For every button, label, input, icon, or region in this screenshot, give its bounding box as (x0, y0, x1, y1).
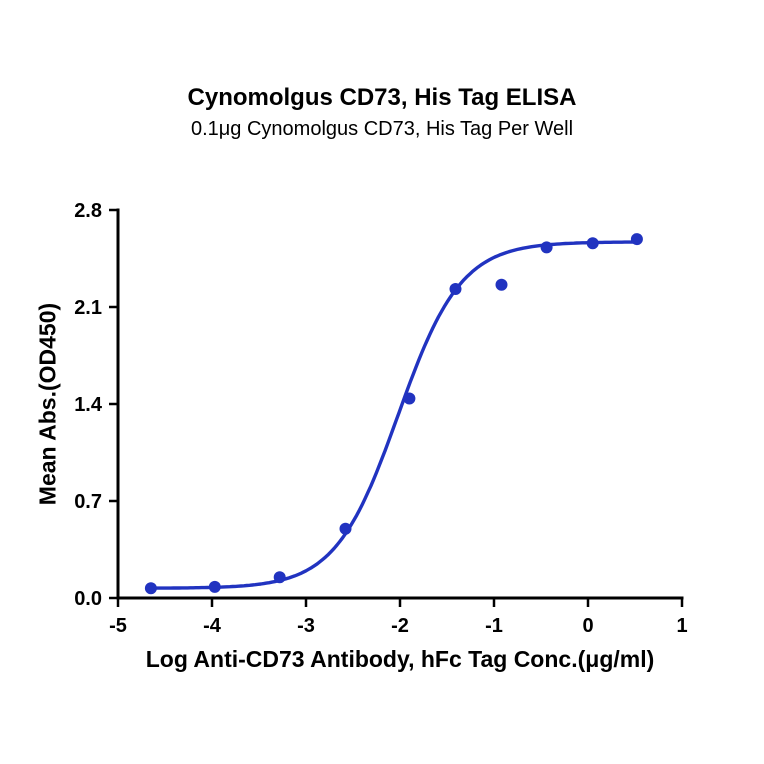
y-tick-label: 2.8 (74, 200, 102, 222)
data-points (144, 233, 643, 595)
y-tick-label: 2.1 (74, 297, 102, 319)
x-tick-label: -4 (203, 615, 222, 637)
x-tick-label: -2 (391, 615, 409, 637)
data-point (403, 392, 416, 405)
y-tick-label: 1.4 (74, 394, 103, 416)
data-point (540, 241, 553, 254)
x-tick-label: -1 (485, 615, 503, 637)
y-tick-label: 0.0 (74, 588, 102, 610)
x-tick-label: 0 (582, 615, 593, 637)
data-point (208, 580, 221, 593)
axes (116, 208, 684, 600)
x-tick-label: -3 (297, 615, 315, 637)
y-tick-label: 0.7 (74, 491, 102, 513)
data-point (449, 283, 462, 295)
x-axis-label: Log Anti-CD73 Antibody, hFc Tag Conc.(μg… (145, 646, 655, 672)
chart-title: Cynomolgus CD73, His Tag ELISA (187, 84, 577, 111)
data-point (339, 522, 352, 535)
data-point (586, 237, 599, 250)
tick-marks (109, 208, 684, 607)
tick-labels: -5 -4 -3 -2 -1 0 1 0.0 0.7 1.4 2.1 2.8 (74, 200, 687, 637)
x-tick-label: 1 (676, 615, 687, 637)
chart-subtitle: 0.1μg Cynomolgus CD73, His Tag Per Well (190, 118, 574, 140)
data-point (630, 233, 643, 246)
data-point (495, 278, 508, 291)
fit-curve (149, 240, 641, 590)
data-point (273, 571, 286, 584)
x-tick-label: -5 (109, 615, 127, 637)
data-point (144, 582, 157, 595)
